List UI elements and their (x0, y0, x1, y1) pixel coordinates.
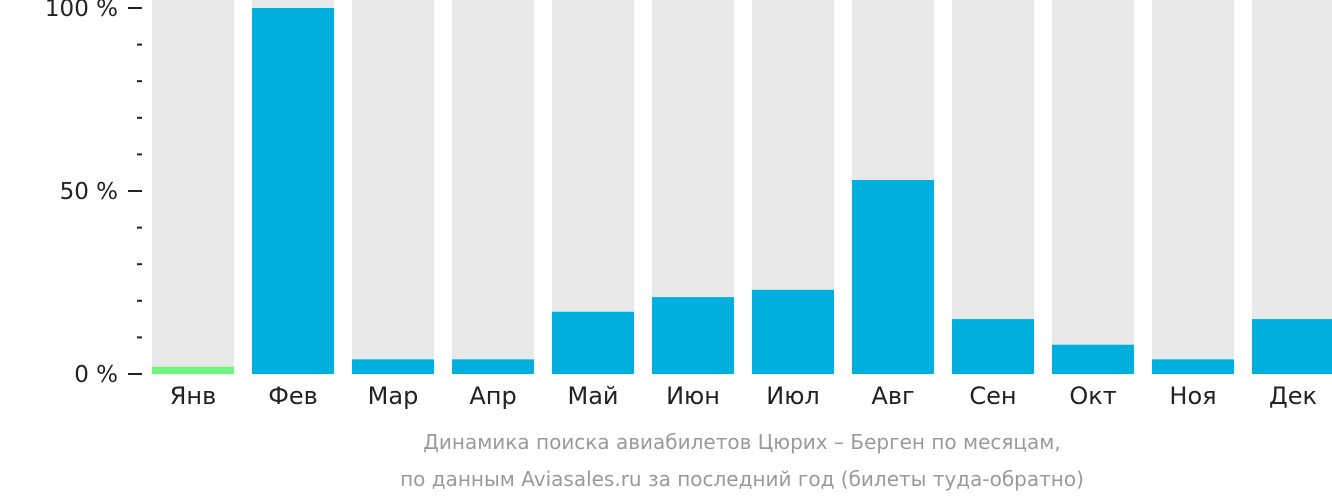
bar-6 (652, 297, 734, 374)
x-tick-label-10: Окт (1069, 382, 1116, 410)
bar-1 (152, 366, 234, 374)
bar-track-1 (152, 0, 234, 374)
x-tick-label-11: Ноя (1169, 382, 1216, 410)
bar-4 (452, 359, 534, 374)
bar-track-4 (452, 0, 534, 374)
bar-12 (1252, 319, 1332, 374)
bar-11 (1152, 359, 1234, 374)
x-tick-label-3: Мар (368, 382, 419, 410)
x-tick-label-6: Июн (666, 382, 720, 410)
chart-caption-line-1: Динамика поиска авиабилетов Цюрих – Берг… (423, 430, 1061, 454)
x-tick-label-8: Авг (871, 382, 914, 410)
x-tick-label-9: Сен (969, 382, 1016, 410)
bar-track-10 (1052, 0, 1134, 374)
y-tick-label-2: 50 % (60, 179, 118, 205)
x-tick-label-5: Май (567, 382, 618, 410)
bar-3 (352, 359, 434, 374)
bar-7 (752, 289, 834, 374)
bar-10 (1052, 344, 1134, 374)
bar-5 (552, 311, 634, 374)
bar-8 (852, 180, 934, 374)
bar-track-11 (1152, 0, 1234, 374)
bar-track-3 (352, 0, 434, 374)
y-tick-label-3: 100 % (45, 0, 118, 22)
x-tick-label-7: Июл (766, 382, 820, 410)
bar-9 (952, 319, 1034, 374)
x-tick-label-4: Апр (469, 382, 516, 410)
bar-2 (252, 8, 334, 374)
x-tick-label-12: Дек (1269, 382, 1317, 410)
bar-track-12 (1252, 0, 1332, 374)
bar-track-9 (952, 0, 1034, 374)
x-tick-label-1: Янв (170, 382, 217, 410)
y-tick-label-1: 0 % (74, 362, 118, 388)
x-tick-label-2: Фев (268, 382, 318, 410)
chart-caption-line-2: по данным Aviasales.ru за последний год … (400, 467, 1084, 491)
bar-track-5 (552, 0, 634, 374)
